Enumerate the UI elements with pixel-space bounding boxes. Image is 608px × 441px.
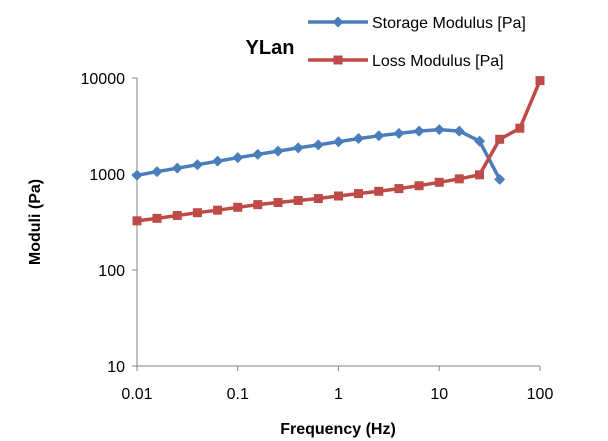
legend-item: Loss Modulus [Pa] xyxy=(308,53,504,70)
data-point xyxy=(232,152,244,164)
data-point xyxy=(475,170,485,180)
data-point xyxy=(253,200,263,210)
legend-item: Storage Modulus [Pa] xyxy=(308,15,526,32)
y-axis-title: Moduli (Pa) xyxy=(27,179,44,265)
data-point xyxy=(494,173,506,185)
data-point xyxy=(151,166,163,178)
data-point xyxy=(414,181,424,191)
data-point xyxy=(171,162,183,174)
legend-label: Storage Modulus [Pa] xyxy=(372,15,526,32)
x-tick-label: 0.01 xyxy=(121,386,152,403)
data-point xyxy=(131,169,143,181)
data-point xyxy=(252,148,264,160)
data-point xyxy=(433,124,445,136)
data-point xyxy=(293,195,303,205)
x-axis-title: Frequency (Hz) xyxy=(280,421,396,438)
x-tick-label: 100 xyxy=(527,386,554,403)
y-tick-label: 1000 xyxy=(89,167,125,184)
x-tick-label: 1 xyxy=(334,386,343,403)
y-tick-label: 100 xyxy=(98,263,125,280)
data-point xyxy=(272,145,284,157)
data-point xyxy=(374,186,384,196)
data-point xyxy=(535,76,545,86)
data-point xyxy=(333,136,344,148)
x-tick-label: 0.1 xyxy=(227,386,249,403)
legend-marker xyxy=(332,16,344,28)
data-point xyxy=(152,213,162,223)
data-point xyxy=(312,139,324,151)
data-point xyxy=(172,210,182,220)
series-layer xyxy=(131,76,545,226)
data-point xyxy=(334,191,343,201)
x-ticks: 0.01 0.1 1 10 100 xyxy=(121,366,553,403)
data-point xyxy=(454,174,464,184)
series-line xyxy=(136,127,502,181)
data-point xyxy=(434,177,444,187)
data-point xyxy=(273,197,283,207)
data-point xyxy=(213,205,223,215)
y-ticks: 10 100 1000 10000 xyxy=(81,71,137,376)
data-point xyxy=(393,127,405,139)
data-point xyxy=(373,130,385,142)
data-point xyxy=(132,216,142,226)
series-loss-modulus xyxy=(132,76,545,226)
data-point xyxy=(212,155,224,167)
data-point xyxy=(192,208,202,218)
y-tick-label: 10 xyxy=(107,359,125,376)
data-point xyxy=(453,125,465,137)
legend-label: Loss Modulus [Pa] xyxy=(372,53,504,70)
data-point xyxy=(292,142,304,154)
y-tick-label: 10000 xyxy=(81,71,126,88)
data-point xyxy=(394,184,404,194)
data-point xyxy=(413,125,425,137)
x-tick-label: 10 xyxy=(430,386,448,403)
data-point xyxy=(313,194,323,204)
series-storage-modulus xyxy=(131,124,506,185)
data-point xyxy=(354,189,364,199)
data-point xyxy=(191,159,203,171)
data-point xyxy=(474,135,486,147)
chart-title: YLan xyxy=(246,37,295,59)
data-point xyxy=(515,123,525,133)
data-point xyxy=(233,202,243,212)
data-point xyxy=(495,134,505,144)
legend: Storage Modulus [Pa] Loss Modulus [Pa] xyxy=(308,15,526,70)
data-point xyxy=(353,133,365,145)
legend-marker xyxy=(333,55,343,65)
